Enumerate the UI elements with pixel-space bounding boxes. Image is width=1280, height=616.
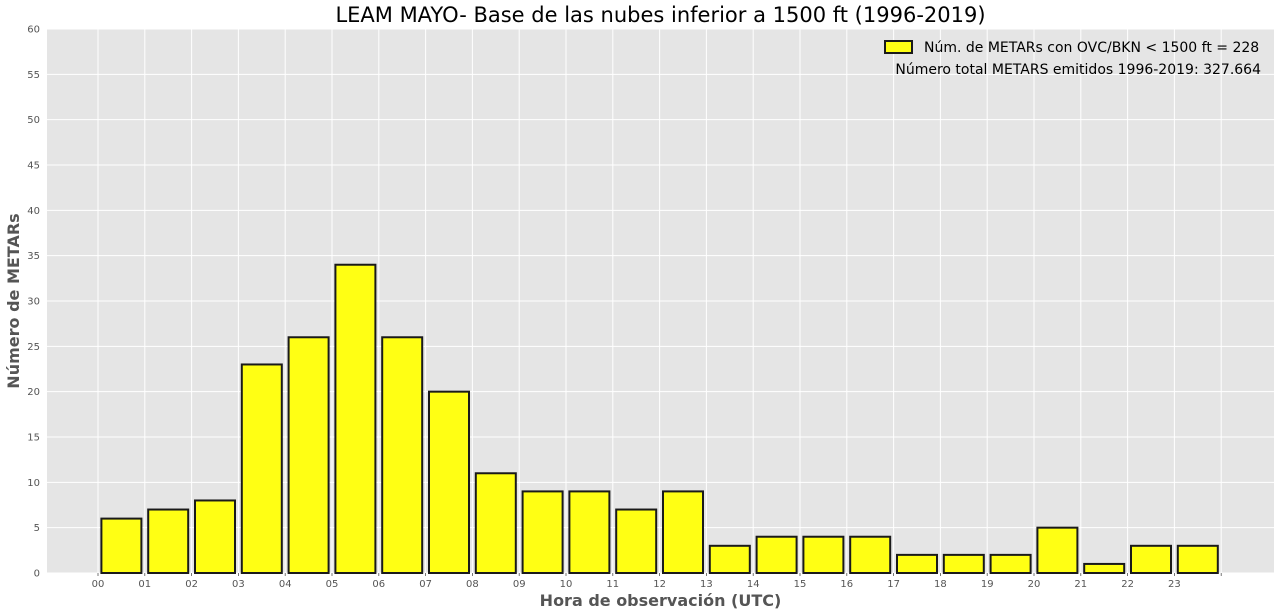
x-tick-label: 17 [887, 579, 900, 590]
chart-title: LEAM MAYO- Base de las nubes inferior a … [335, 3, 985, 27]
bar [1083, 562, 1126, 575]
x-axis-ticks: 00 01 02 03 04 05 06 07 08 09 10 11 12 13 14 15 16 17 18 19… [92, 573, 1222, 590]
x-tick-label: 13 [700, 579, 713, 590]
bar [428, 390, 470, 574]
x-tick-label: 11 [606, 579, 619, 590]
legend-annotation: Número total METARS emitidos 1996-2019: … [895, 62, 1261, 78]
y-tick-label: 60 [27, 25, 40, 36]
y-tick-label: 50 [27, 115, 40, 126]
x-tick-label: 04 [279, 579, 292, 590]
x-axis-label: Hora de observación (UTC) [540, 591, 782, 610]
y-axis-ticks: 0 5 10 15 20 25 30 35 40 45 50 55 60 [27, 25, 40, 580]
bar [521, 490, 564, 574]
x-tick-label: 12 [653, 579, 666, 590]
x-tick-label: 00 [92, 579, 105, 590]
legend-label: Núm. de METARs con OVC/BKN < 1500 ft = 2… [924, 40, 1259, 56]
x-tick-label: 05 [326, 579, 339, 590]
bar [1176, 544, 1219, 574]
bar [381, 336, 424, 574]
bar [100, 517, 143, 574]
y-tick-label: 45 [27, 161, 40, 172]
y-tick-label: 5 [34, 523, 40, 534]
bar [755, 535, 798, 575]
x-tick-label: 14 [747, 579, 760, 590]
y-tick-label: 30 [27, 297, 40, 308]
x-tick-label: 21 [1074, 579, 1087, 590]
bar [1036, 526, 1079, 575]
x-tick-label: 01 [138, 579, 151, 590]
bar [615, 508, 658, 574]
x-tick-label: 18 [934, 579, 947, 590]
x-tick-label: 07 [419, 579, 432, 590]
x-tick-label: 02 [185, 579, 198, 590]
y-tick-label: 20 [27, 387, 40, 398]
x-tick-label: 09 [513, 579, 526, 590]
bar [942, 553, 985, 574]
x-tick-label: 15 [794, 579, 807, 590]
y-tick-label: 25 [27, 342, 40, 353]
bars [100, 263, 1219, 575]
x-tick-label: 16 [840, 579, 853, 590]
bar [989, 553, 1032, 574]
y-tick-label: 55 [27, 70, 40, 81]
x-tick-label: 23 [1168, 579, 1181, 590]
bar [474, 472, 517, 574]
y-tick-label: 40 [27, 206, 40, 217]
y-tick-label: 10 [27, 478, 40, 489]
bar [334, 263, 377, 574]
bar [849, 535, 892, 575]
bar [287, 336, 330, 574]
x-tick-label: 08 [466, 579, 479, 590]
y-axis-label: Número de METARs [4, 213, 23, 388]
y-tick-label: 0 [34, 569, 40, 580]
legend-swatch [884, 40, 913, 54]
y-tick-label: 15 [27, 433, 40, 444]
bar [1130, 544, 1172, 574]
bar [896, 553, 938, 574]
bar [568, 490, 611, 574]
bar [662, 490, 704, 574]
bar [802, 535, 845, 575]
x-tick-label: 06 [372, 579, 385, 590]
bar [147, 508, 190, 574]
x-tick-label: 20 [1028, 579, 1041, 590]
bar [194, 499, 236, 575]
x-tick-label: 22 [1121, 579, 1134, 590]
x-tick-label: 19 [981, 579, 994, 590]
x-tick-label: 03 [232, 579, 245, 590]
bar [708, 544, 751, 574]
bar [240, 363, 283, 575]
legend: Núm. de METARs con OVC/BKN < 1500 ft = 2… [884, 40, 1261, 78]
y-tick-label: 35 [27, 251, 40, 262]
x-tick-label: 10 [560, 579, 573, 590]
